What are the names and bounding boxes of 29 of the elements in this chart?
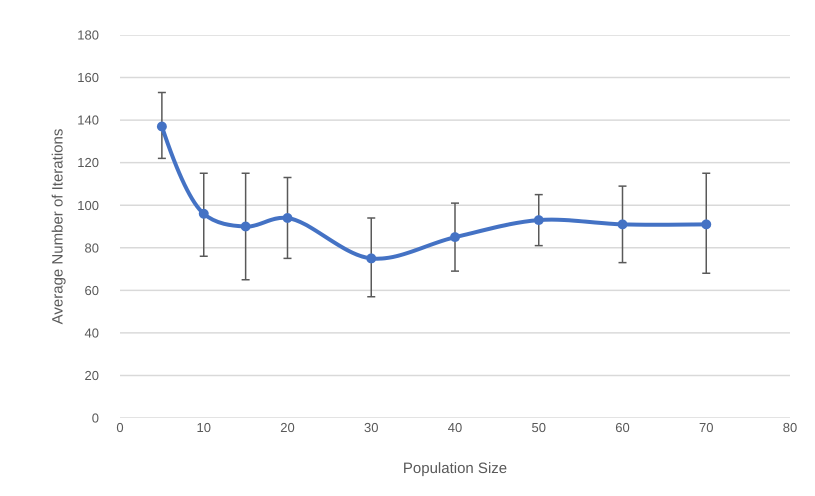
- x-tick-label: 60: [615, 420, 630, 435]
- x-axis-title: Population Size: [402, 460, 508, 477]
- y-tick-label: 80: [84, 240, 99, 256]
- y-tick-label: 20: [84, 368, 99, 383]
- y-tick-label: 140: [77, 112, 99, 128]
- point: [450, 232, 460, 242]
- x-tick-label: 20: [280, 420, 295, 435]
- x-tick-label: 10: [196, 420, 211, 435]
- point: [240, 222, 251, 232]
- y-tick-label: 60: [84, 282, 99, 298]
- point: [701, 219, 712, 230]
- y-axis-title: Average Number of Iterations: [50, 128, 67, 324]
- x-tick-label: 50: [532, 420, 546, 435]
- point: [198, 208, 209, 219]
- y-tick-label: 160: [77, 70, 99, 86]
- point: [366, 253, 376, 264]
- point: [156, 121, 167, 132]
- point: [282, 212, 292, 223]
- point: [534, 215, 544, 226]
- x-tick-label: 0: [116, 420, 124, 435]
- point: [618, 219, 628, 230]
- y-tick-label: 120: [77, 155, 99, 170]
- x-tick-label: 70: [699, 420, 714, 435]
- y-tick-label: 180: [77, 28, 99, 43]
- y-tick-label: 100: [77, 198, 99, 213]
- x-tick-label: 40: [448, 420, 462, 435]
- x-tick-label: 30: [364, 420, 378, 435]
- y-tick-label: 40: [84, 325, 99, 340]
- x-tick-label: 80: [782, 420, 798, 435]
